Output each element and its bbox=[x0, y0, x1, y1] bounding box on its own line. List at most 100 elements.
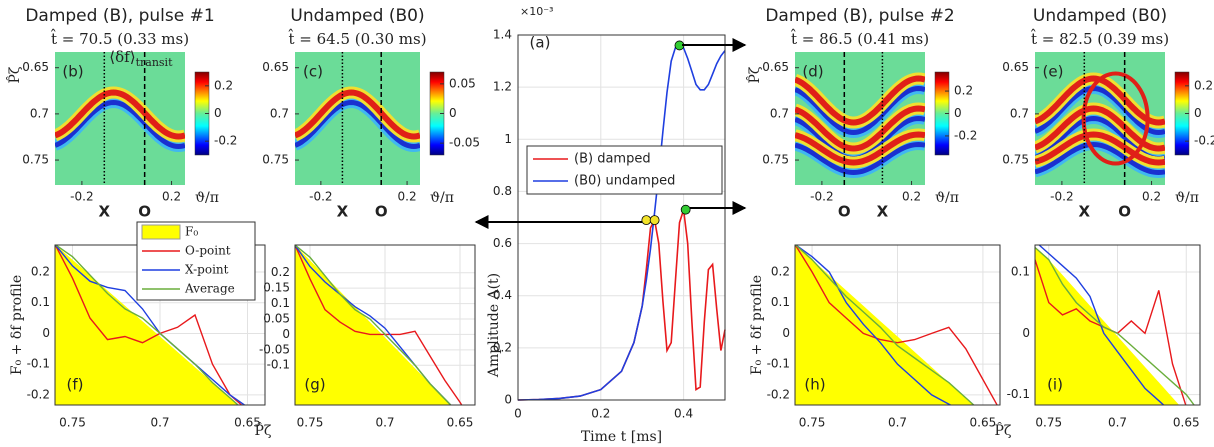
y-tick-label: -0.05 bbox=[259, 342, 290, 356]
panel-label: (f) bbox=[67, 376, 84, 394]
legend-label: (B0) undamped bbox=[574, 174, 675, 189]
x-axis-label: Time t [ms] bbox=[581, 429, 662, 445]
y-tick-label: 0.2 bbox=[493, 340, 512, 354]
point-label: O bbox=[1118, 203, 1131, 221]
highlight-point bbox=[680, 204, 691, 215]
y-tick-label: 1.2 bbox=[493, 80, 512, 94]
point-label: O bbox=[838, 203, 851, 221]
series-line bbox=[1038, 245, 1165, 405]
colorbar-tick-label: 0 bbox=[214, 106, 222, 120]
x-tick-label: 0.75 bbox=[297, 416, 324, 430]
x-tick-label: 0.65 bbox=[970, 416, 997, 430]
panel-subtitle: t̂ = 82.5 (0.39 ms) bbox=[1030, 29, 1169, 48]
x-axis-label: ϑ/π bbox=[1175, 190, 1199, 206]
y-tick-label: 0.1 bbox=[771, 295, 790, 309]
series-area bbox=[1035, 247, 1180, 405]
y-tick-label: 0 bbox=[282, 327, 290, 341]
y-tick-label: 0.8 bbox=[493, 184, 512, 198]
y-tick-label: 0.2 bbox=[771, 265, 790, 279]
y-tick-label: 1 bbox=[504, 132, 512, 146]
panel-label: (h) bbox=[804, 376, 825, 394]
panel-label: (e) bbox=[1043, 63, 1064, 81]
y-tick-label: -0.1 bbox=[767, 357, 790, 371]
x-tick-label: 0.2 bbox=[162, 190, 181, 204]
series-area bbox=[295, 245, 451, 405]
axis-scale: ×10⁻³ bbox=[520, 5, 553, 18]
y-tick-label: 0.1 bbox=[271, 296, 290, 310]
y-tick-label: 0.1 bbox=[1011, 264, 1030, 278]
series-line bbox=[795, 245, 975, 405]
point-label: X bbox=[1079, 203, 1091, 221]
x-tick-label: 0.65 bbox=[447, 416, 474, 430]
series-group bbox=[795, 245, 998, 405]
colorbar-tick-label: -0.2 bbox=[214, 134, 237, 148]
annotation-text: ⟨δf⟩ bbox=[109, 48, 135, 66]
colorbar-tick-label: 0.2 bbox=[954, 84, 973, 98]
panel-subtitle: t̂ = 64.5 (0.30 ms) bbox=[287, 29, 426, 48]
colorbar-tick-label: -0.2 bbox=[1194, 134, 1214, 148]
y-tick-label: 0 bbox=[1022, 326, 1030, 340]
colorbar-tick-label: 0 bbox=[449, 106, 457, 120]
y-axis-label: F₀ + δf profile bbox=[9, 275, 25, 375]
series-line bbox=[295, 245, 452, 405]
x-axis-label: P̂ζ bbox=[254, 421, 271, 439]
y-tick-label: 0.2 bbox=[271, 265, 290, 279]
panel-subtitle: t̂ = 86.5 (0.41 ms) bbox=[790, 29, 929, 48]
heatmap-band bbox=[795, 105, 925, 152]
x-axis-label: ϑ/π bbox=[195, 190, 219, 206]
heatmap bbox=[795, 52, 925, 185]
x-tick-label: 0 bbox=[514, 407, 522, 421]
panel-label: (b) bbox=[62, 63, 83, 81]
annotation-sub: transit bbox=[136, 56, 173, 69]
panel-title: Damped (B), pulse #1 bbox=[25, 6, 214, 26]
y-tick-label: 0 bbox=[42, 326, 50, 340]
point-label: O bbox=[375, 203, 388, 221]
point-label: X bbox=[877, 203, 889, 221]
legend-label: Average bbox=[184, 282, 235, 296]
x-tick-label: 0.7 bbox=[888, 416, 907, 430]
panel-label: (i) bbox=[1047, 376, 1063, 394]
x-tick-label: 0.2 bbox=[398, 190, 417, 204]
x-tick-label: 0.65 bbox=[1173, 416, 1200, 430]
x-tick-label: 0.7 bbox=[375, 416, 394, 430]
series-area bbox=[795, 245, 974, 405]
y-tick-label: -0.1 bbox=[1007, 387, 1030, 401]
y-axis-label: P̂ζ bbox=[5, 66, 23, 83]
y-tick-label: 1.4 bbox=[493, 28, 512, 42]
panel-label: (c) bbox=[303, 63, 323, 81]
heatmap-band bbox=[1035, 141, 1165, 176]
series-line bbox=[1035, 246, 1195, 405]
annotation: ⟨δf⟩transit bbox=[109, 48, 173, 69]
legend: (B) damped (B0) undamped bbox=[526, 145, 723, 195]
y-tick-label: 0.75 bbox=[762, 153, 789, 167]
y-tick-label: 0.75 bbox=[1002, 153, 1029, 167]
heatmap-band bbox=[1035, 85, 1165, 136]
y-tick-label: 0.2 bbox=[31, 265, 50, 279]
x-tick-label: 0.75 bbox=[1035, 416, 1062, 430]
series-group bbox=[295, 245, 463, 405]
plot-frame bbox=[517, 34, 726, 401]
colorbar-tick-label: 0.2 bbox=[214, 78, 233, 92]
y-tick-label: 0.05 bbox=[263, 311, 290, 325]
y-tick-label: 0.7 bbox=[270, 106, 289, 120]
y-tick-label: 0.65 bbox=[22, 60, 49, 74]
y-axis-label: P̂ζ bbox=[745, 66, 763, 83]
panel-label: (g) bbox=[304, 376, 325, 394]
heatmap-band bbox=[1035, 131, 1165, 166]
x-tick-label: 0.2 bbox=[1142, 190, 1161, 204]
y-tick-label: -0.2 bbox=[767, 387, 790, 401]
colorbar-tick-label: 0 bbox=[954, 106, 962, 120]
y-tick-label: 0.65 bbox=[262, 60, 289, 74]
y-tick-label: 0.7 bbox=[30, 106, 49, 120]
heatmap-band bbox=[795, 85, 925, 136]
x-tick-label: -0.2 bbox=[1050, 190, 1073, 204]
y-axis-label: F₀ + δf profile bbox=[749, 275, 765, 375]
point-label: X bbox=[337, 203, 349, 221]
heatmap-band bbox=[295, 89, 420, 140]
x-tick-label: 0.65 bbox=[234, 416, 261, 430]
y-tick-label: -0.1 bbox=[267, 358, 290, 372]
x-tick-label: 0.2 bbox=[902, 190, 921, 204]
panel-subtitle: t̂ = 70.5 (0.33 ms) bbox=[50, 29, 189, 48]
